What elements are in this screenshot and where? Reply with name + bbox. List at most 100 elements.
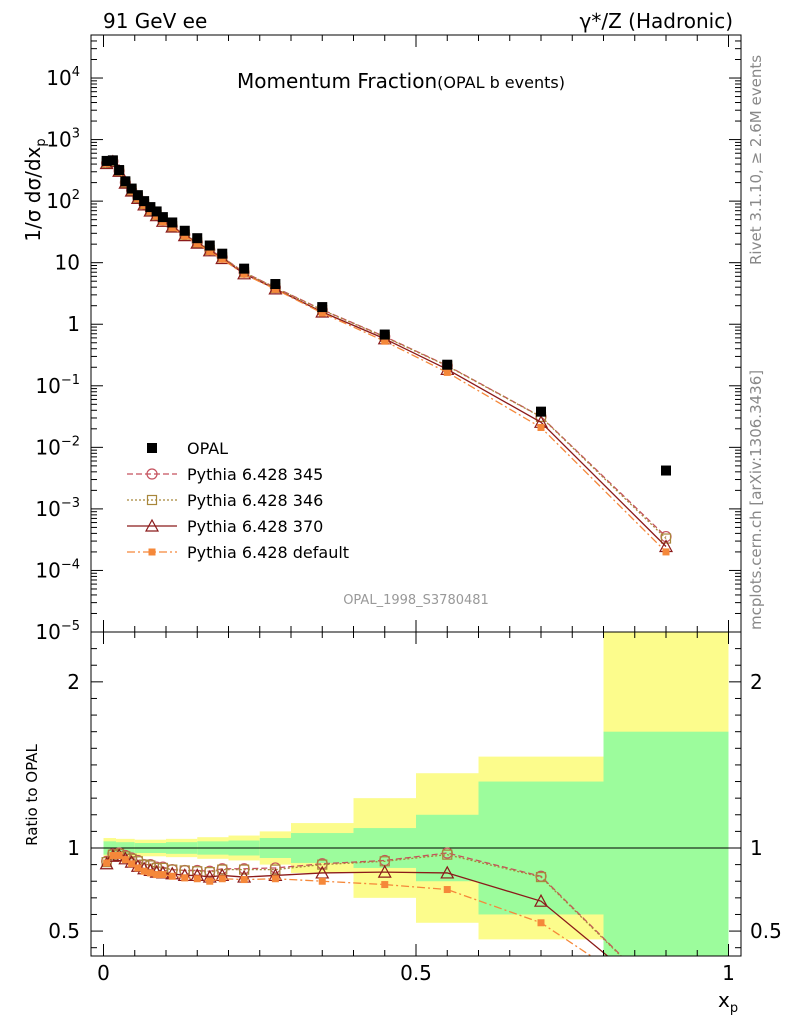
header-left: 91 GeV ee <box>103 9 207 33</box>
point-pdefault <box>443 368 451 376</box>
ratio-point-p346 <box>662 996 671 1005</box>
point-pdefault <box>240 270 248 278</box>
y-tick-label: 103 <box>46 127 80 152</box>
main-ylabel: 1/σ dσ/dxp <box>21 138 49 241</box>
legend-marker-p346 <box>146 494 158 506</box>
y-tick-label: 102 <box>46 188 80 213</box>
ratio-line-p345 <box>106 852 623 956</box>
series-opal <box>101 155 671 476</box>
ratio-point-pdefault <box>318 877 326 885</box>
point-opal <box>132 190 143 201</box>
legend-entry-p346: Pythia 6.428 346 <box>127 491 323 510</box>
point-opal <box>107 155 118 166</box>
ratio-point-p346 <box>270 864 281 875</box>
ratio-point-pdefault <box>146 869 154 877</box>
ratio-y-tick-label-right: 2 <box>750 670 763 694</box>
point-opal <box>151 206 162 217</box>
ratio-xlabel-text: x <box>718 988 730 1012</box>
main-series <box>99 154 674 556</box>
point-opal <box>239 263 250 274</box>
main-panel: Momentum Fraction(OPAL b events) OPAL_19… <box>21 34 742 644</box>
point-opal <box>536 406 546 417</box>
ratio-point-pdefault <box>168 872 176 880</box>
ratio-x-tick-label: 1 <box>722 961 735 985</box>
legend-entry-p370: Pythia 6.428 370 <box>127 517 323 536</box>
ratio-point-p346 <box>442 849 453 860</box>
y-tick-label: 104 <box>46 65 80 90</box>
main-ylabel-sub: p <box>34 138 49 146</box>
point-pdefault <box>206 247 214 255</box>
series-p346 <box>101 156 672 544</box>
ratio-point-pdefault <box>443 886 451 894</box>
ratio-point-pdefault <box>128 860 136 868</box>
ratio-point-pdefault <box>153 871 161 879</box>
point-opal <box>661 465 671 476</box>
ratio-x-tick-label: 0 <box>97 961 110 985</box>
point-opal <box>270 279 281 290</box>
point-opal <box>379 329 390 340</box>
ratio-point-pdefault <box>109 851 117 859</box>
ratio-point-p345 <box>661 995 671 1005</box>
point-opal <box>120 176 131 187</box>
legend-label-p345: Pythia 6.428 345 <box>187 465 323 484</box>
point-opal <box>126 183 137 194</box>
ratio-point-pdefault <box>206 877 214 885</box>
point-pdefault <box>193 240 201 248</box>
legend-entry-p345: Pythia 6.428 345 <box>127 465 323 484</box>
legend-label-p346: Pythia 6.428 346 <box>187 491 323 510</box>
ratio-uncertainty-bands <box>103 632 729 956</box>
ratio-point-p370 <box>440 865 455 879</box>
ratio-point-p370 <box>660 998 672 1009</box>
rivet-label: Rivet 3.1.10, ≥ 2.6M events <box>747 55 765 265</box>
legend-entry-opal: OPAL <box>147 439 228 458</box>
mcplots-label: mcplots.cern.ch [arXiv:1306.3436] <box>747 370 765 630</box>
point-pdefault <box>181 232 189 240</box>
point-pdefault <box>537 424 545 432</box>
ratio-series <box>99 847 672 1009</box>
y-tick-label: 10−2 <box>35 434 80 459</box>
point-pdefault <box>271 285 279 293</box>
y-tick-label: 10−5 <box>35 619 80 644</box>
ratio-point-pdefault <box>181 874 189 882</box>
ratio-point-p346 <box>217 864 228 875</box>
legend-marker-p345 <box>146 468 158 480</box>
point-opal <box>179 225 190 236</box>
point-pdefault <box>381 337 389 345</box>
series-line-p370 <box>106 160 667 547</box>
band-inner <box>603 731 729 956</box>
legend-marker-pdefault <box>148 548 156 556</box>
ratio-point-p346 <box>239 864 250 875</box>
ratio-point-pdefault <box>134 864 142 872</box>
ratio-point-p370 <box>377 864 392 878</box>
main-ylabel-text: 1/σ dσ/dx <box>21 146 45 241</box>
ratio-y-tick-label-left: 2 <box>67 670 80 694</box>
legend: OPAL Pythia 6.428 345 Pythia 6.428 346 Pyth… <box>127 439 349 562</box>
ratio-point-pdefault <box>140 867 148 875</box>
point-opal <box>114 165 125 176</box>
ratio-series-pdefault <box>103 851 593 956</box>
ratio-point-pdefault <box>159 871 167 879</box>
ratio-point-p346 <box>535 871 547 883</box>
y-tick-label: 10−1 <box>35 373 80 398</box>
legend-marker-opal <box>147 443 157 453</box>
ratio-y-tick-label-right: 0.5 <box>750 919 782 943</box>
legend-marker-p370 <box>144 518 160 532</box>
y-tick-label: 1 <box>67 312 80 336</box>
ratio-x-tick-label: 0.5 <box>400 961 432 985</box>
point-opal <box>192 233 203 244</box>
point-opal <box>167 217 178 228</box>
point-pdefault <box>168 224 176 232</box>
ratio-point-p370 <box>533 893 549 907</box>
legend-label-p370: Pythia 6.428 370 <box>187 517 323 536</box>
ratio-point-pdefault <box>271 875 279 883</box>
main-axis-ticks: 10−5 10−4 10−3 10−2 10−1 1 10 102 103 104 <box>35 34 741 644</box>
ratio-axis-ticks: 0.5 0.5 1 1 2 2 0 0.5 1 <box>48 632 782 985</box>
main-title: Momentum Fraction(OPAL b events) <box>237 69 565 93</box>
ratio-y-tick-label-left: 1 <box>67 836 80 860</box>
point-pdefault <box>662 548 670 556</box>
point-opal <box>217 248 228 259</box>
legend-label-pdefault: Pythia 6.428 default <box>187 543 349 562</box>
ratio-point-pdefault <box>103 859 111 867</box>
ratio-y-tick-label-right: 1 <box>750 836 763 860</box>
